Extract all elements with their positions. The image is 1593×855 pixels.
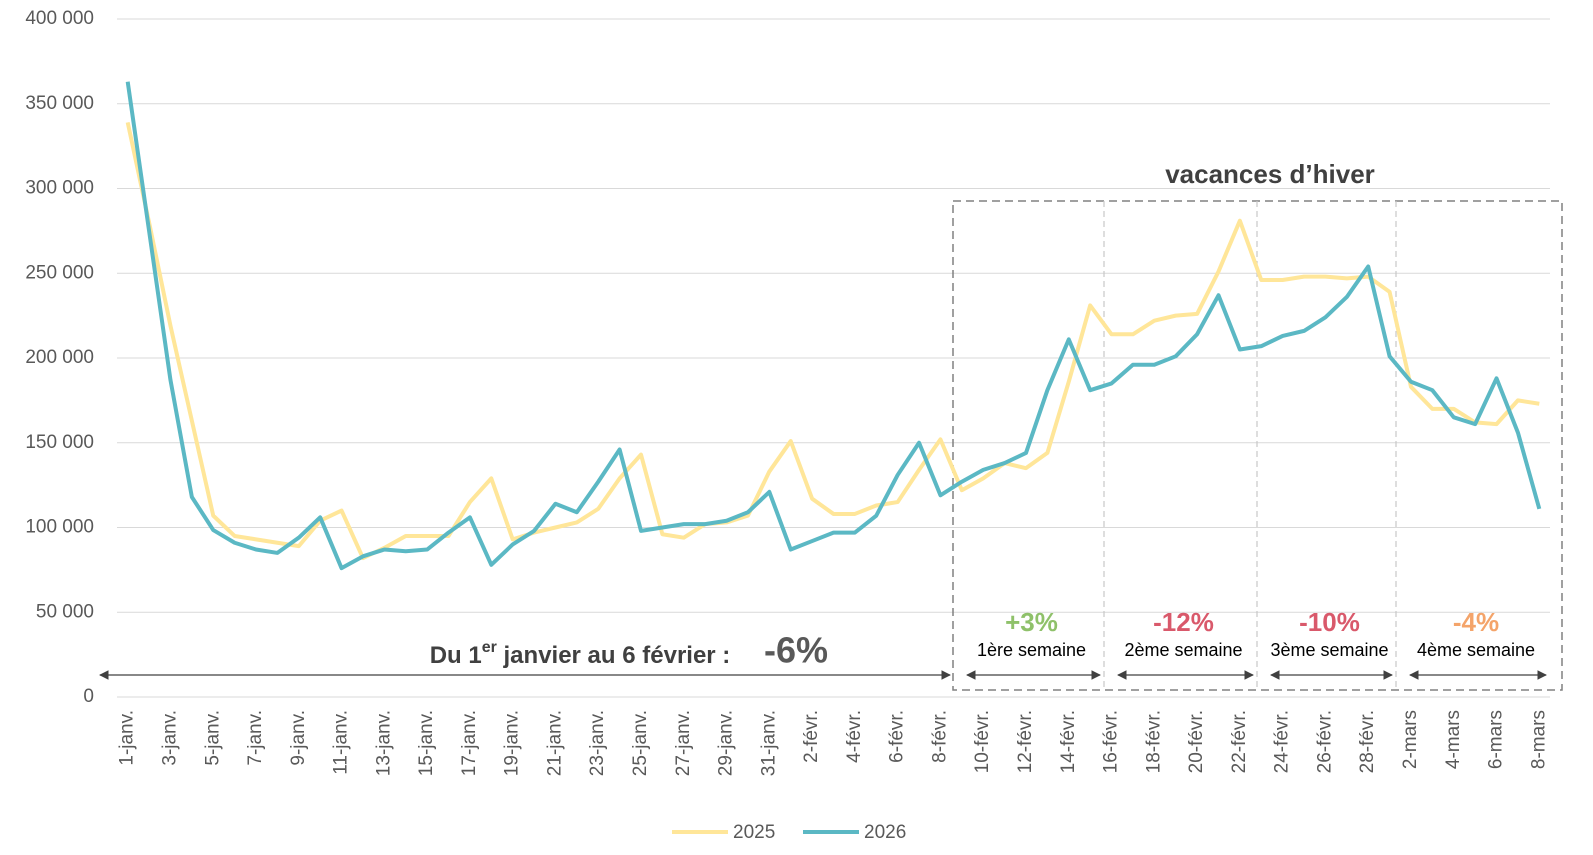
x-tick-label: 2-févr. [801,710,822,763]
period-sup: er [482,639,497,656]
x-tick-label: 6-mars [1486,710,1507,769]
y-tick-label: 400 000 [25,8,94,29]
series-line [125,81,1542,571]
x-tick-label: 13-janv. [373,710,394,776]
y-tick-label: 0 [83,686,94,707]
x-tick-label: 4-mars [1443,710,1464,769]
x-tick-label: 29-janv. [716,710,737,776]
week-change: -4% [1453,607,1499,637]
x-tick-label: 22-févr. [1229,710,1250,773]
x-tick-label: 11-janv. [331,710,352,775]
week-label: 3ème semaine [1270,640,1388,660]
x-tick-label: 25-janv. [630,710,651,776]
x-tick-label: 16-févr. [1101,710,1122,773]
y-tick-label: 100 000 [25,517,94,538]
x-tick-label: 10-févr. [972,710,993,773]
x-tick-label: 26-févr. [1314,710,1335,773]
x-tick-label: 6-févr. [887,710,908,763]
week-label: 4ème semaine [1417,640,1535,660]
x-tick-label: 14-févr. [1058,710,1079,773]
x-tick-label: 9-janv. [288,710,309,766]
week-change: -10% [1299,607,1360,637]
x-tick-label: 15-janv. [416,710,437,776]
x-tick-label: 12-févr. [1015,710,1036,773]
x-tick-label: 20-févr. [1186,710,1207,773]
y-tick-label: 250 000 [25,262,94,283]
week-label: 2ème semaine [1124,640,1242,660]
y-tick-label: 150 000 [25,432,94,453]
vacation-title: vacances d’hiver [1165,159,1375,189]
week-label: 1ère semaine [977,640,1086,660]
y-tick-label: 350 000 [25,93,94,114]
period-change: -6% [764,630,828,671]
y-tick-label: 50 000 [36,601,94,622]
x-tick-label: 18-févr. [1143,710,1164,773]
period-suffix: janvier au 6 février : [497,642,730,669]
x-tick-label: 8-févr. [929,710,950,763]
x-tick-label: 17-janv. [459,710,480,776]
y-tick-label: 200 000 [25,347,94,368]
x-tick-label: 31-janv. [758,710,779,776]
x-tick-label: 7-janv. [245,710,266,766]
x-tick-label: 4-févr. [844,710,865,763]
x-tick-label: 2-mars [1400,710,1421,769]
legend-label: 2026 [864,822,906,843]
x-tick-label: 27-janv. [673,710,694,776]
week-change: +3% [1005,607,1058,637]
x-tick-label: 19-janv. [502,710,523,776]
legend-label: 2025 [733,822,775,843]
period-label: Du 1er janvier au 6 février : [430,639,731,669]
x-tick-label: 5-janv. [202,710,223,766]
x-tick-label: 28-févr. [1357,710,1378,773]
x-tick-label: 3-janv. [159,710,180,766]
y-tick-label: 300 000 [25,178,94,199]
x-tick-label: 23-janv. [587,710,608,776]
x-tick-label: 24-févr. [1272,710,1293,773]
x-tick-label: 8-mars [1528,710,1549,769]
plot-area: 0 50 000 100 000 150 000 200 000 250 000 300 0… [25,8,1550,776]
x-tick-label: 21-janv. [544,710,565,776]
period-prefix: Du 1 [430,642,482,669]
x-tick-label: 1-janv. [117,710,138,766]
week-change: -12% [1153,607,1214,637]
